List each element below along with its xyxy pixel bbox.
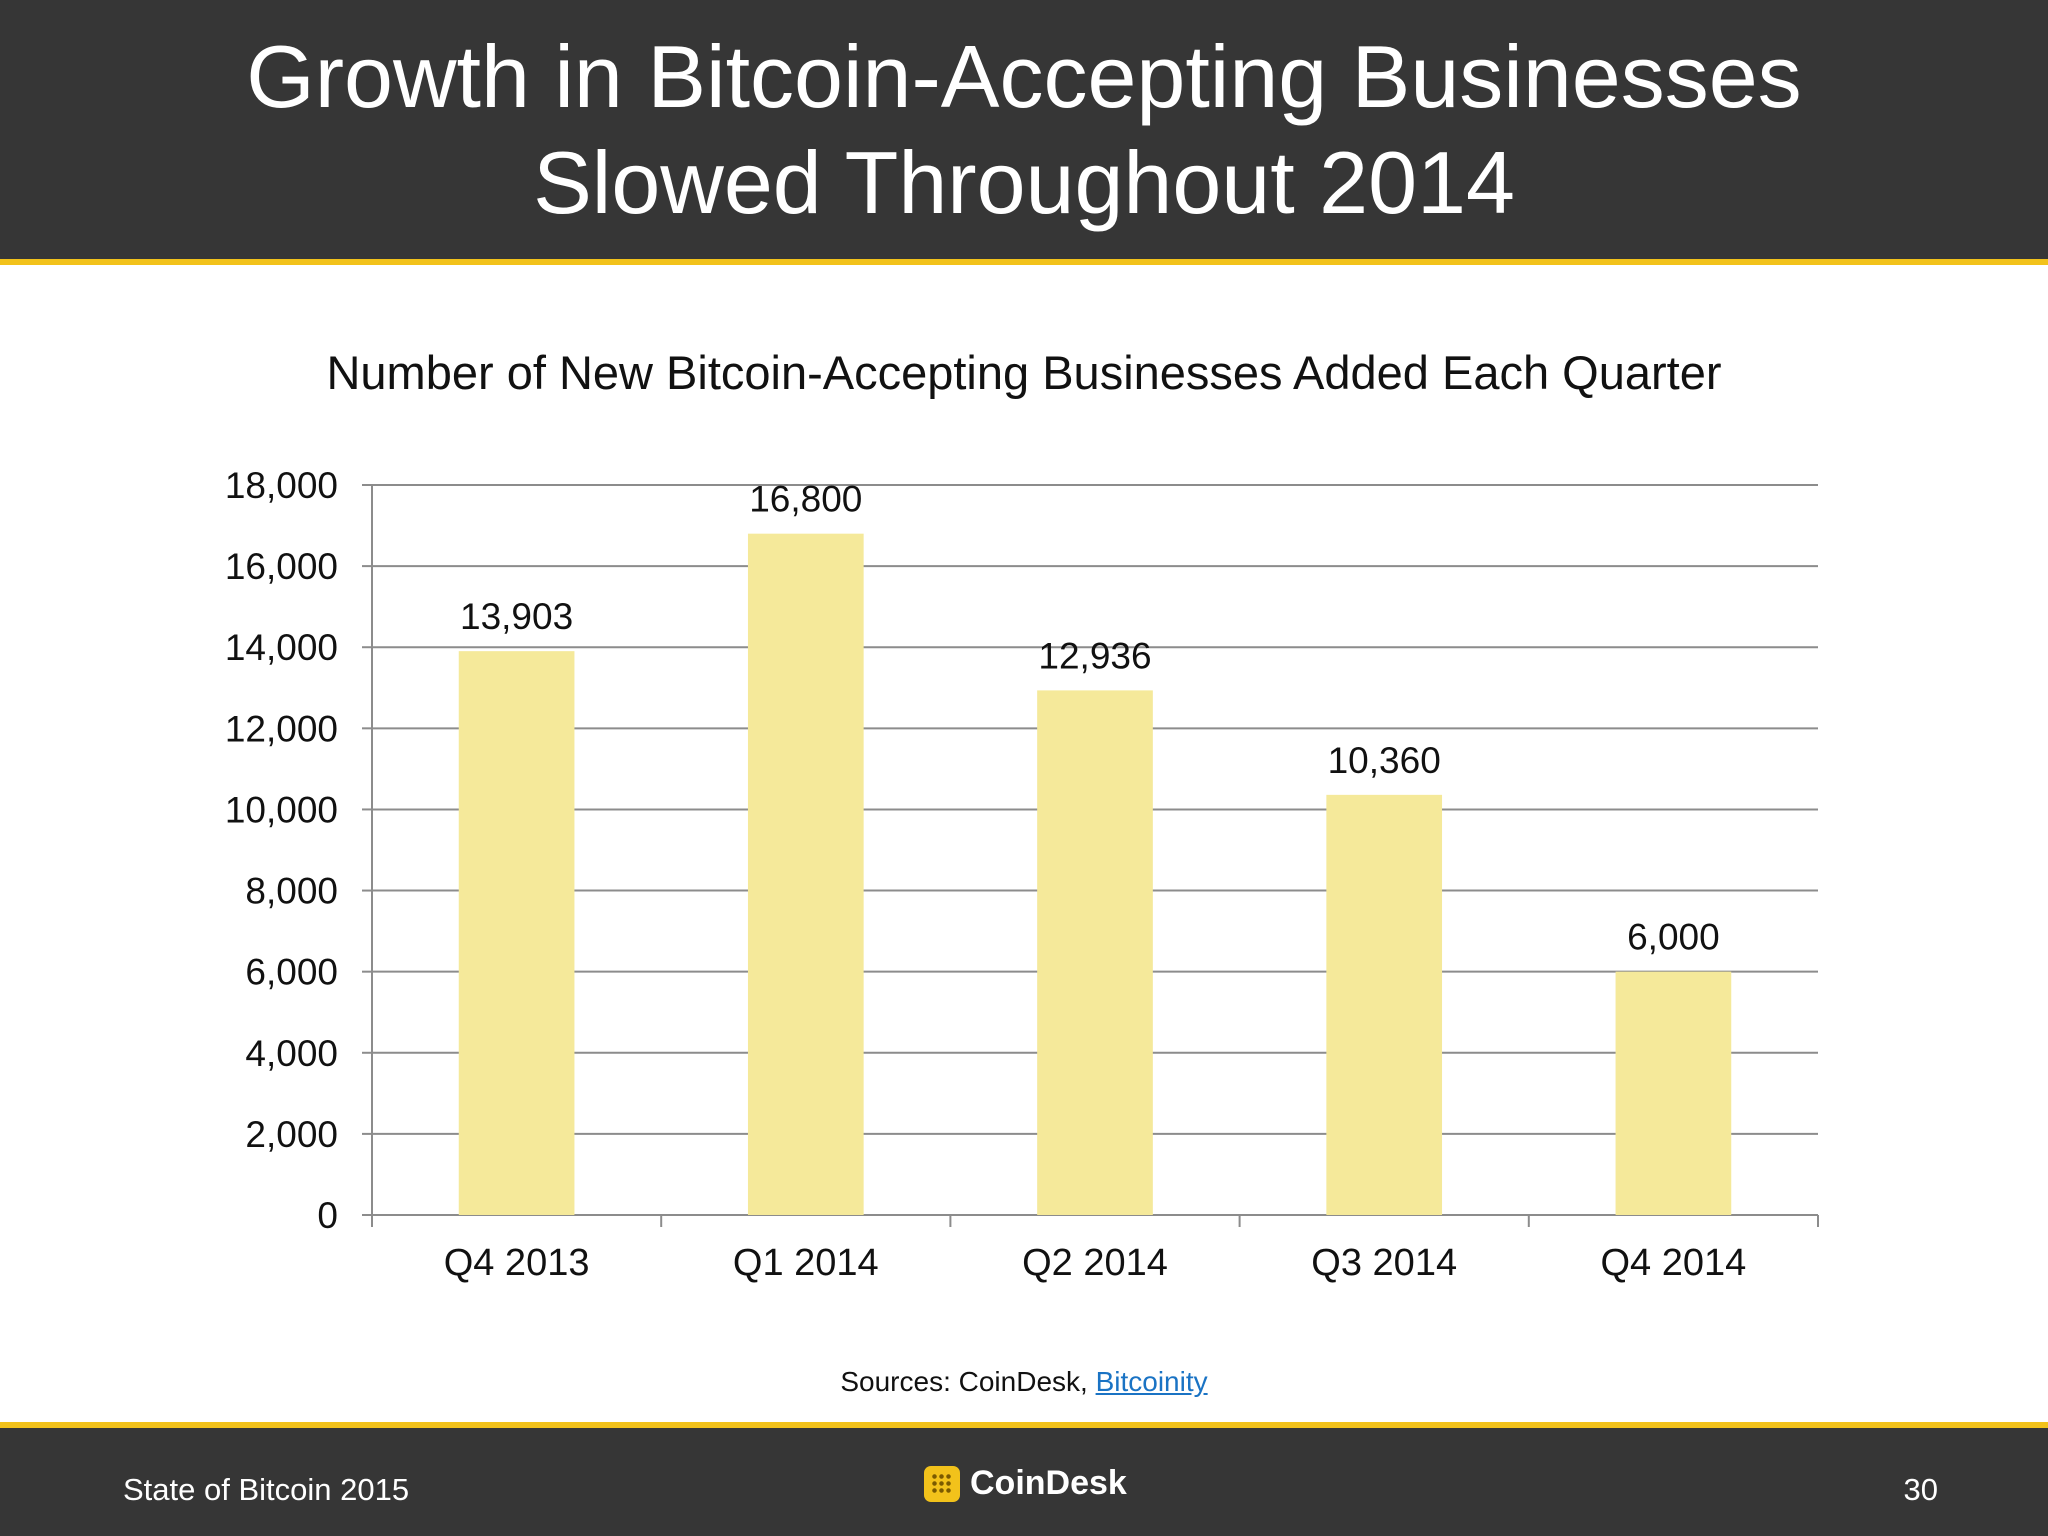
sources-note: Sources: CoinDesk, Bitcoinity	[0, 1366, 2048, 1398]
y-tick-label: 4,000	[245, 1033, 338, 1074]
slide-title-line-2: Slowed Throughout 2014	[533, 132, 1515, 232]
y-tick-label: 6,000	[245, 952, 338, 993]
y-tick-label: 8,000	[245, 871, 338, 912]
x-category-label: Q3 2014	[1311, 1242, 1457, 1284]
bitcoinity-link[interactable]: Bitcoinity	[1095, 1366, 1208, 1397]
bar	[1615, 971, 1732, 1215]
page-number: 30	[1903, 1472, 1938, 1507]
bar	[747, 533, 864, 1215]
coindesk-logo: CoinDesk	[924, 1464, 1127, 1503]
bar-chart: 0 2,000 4,000 6,000 8,000 10,000 12,000 14,000 1…	[225, 465, 1819, 1284]
footer-bar: State of Bitcoin 2015 CoinDesk 30	[0, 1422, 2048, 1536]
y-tick-label: 10,000	[225, 789, 338, 830]
x-category-label: Q4 2014	[1601, 1242, 1747, 1284]
title-banner: Growth in Bitcoin-Accepting Businesses S…	[0, 0, 2048, 265]
chart-title: Number of New Bitcoin-Accepting Business…	[326, 346, 1722, 399]
coindesk-logo-text: CoinDesk	[970, 1464, 1127, 1502]
x-category-label: Q1 2014	[733, 1242, 879, 1284]
bar-data-label: 10,360	[1328, 740, 1441, 781]
y-tick-label: 18,000	[225, 465, 338, 506]
bar-data-label: 12,936	[1038, 635, 1151, 676]
slide-title-line-1: Growth in Bitcoin-Accepting Businesses	[246, 26, 1802, 126]
footer-deck-title: State of Bitcoin 2015	[123, 1472, 410, 1507]
y-tick-label: 16,000	[225, 546, 338, 587]
bar	[1037, 690, 1153, 1215]
y-tick-label: 0	[317, 1195, 338, 1236]
bar-data-label: 6,000	[1627, 917, 1720, 958]
y-tick-label: 14,000	[225, 627, 338, 668]
bar-data-label: 13,903	[460, 596, 573, 637]
x-category-label: Q2 2014	[1022, 1242, 1168, 1284]
coindesk-logo-icon	[924, 1465, 960, 1502]
x-category-label: Q4 2013	[444, 1242, 590, 1284]
bar-data-label: 16,800	[749, 479, 862, 520]
y-tick-label: 12,000	[225, 708, 338, 749]
sources-prefix: Sources: CoinDesk,	[840, 1366, 1096, 1397]
bar	[458, 651, 575, 1215]
y-tick-label: 2,000	[245, 1114, 338, 1155]
bar	[1326, 794, 1443, 1215]
